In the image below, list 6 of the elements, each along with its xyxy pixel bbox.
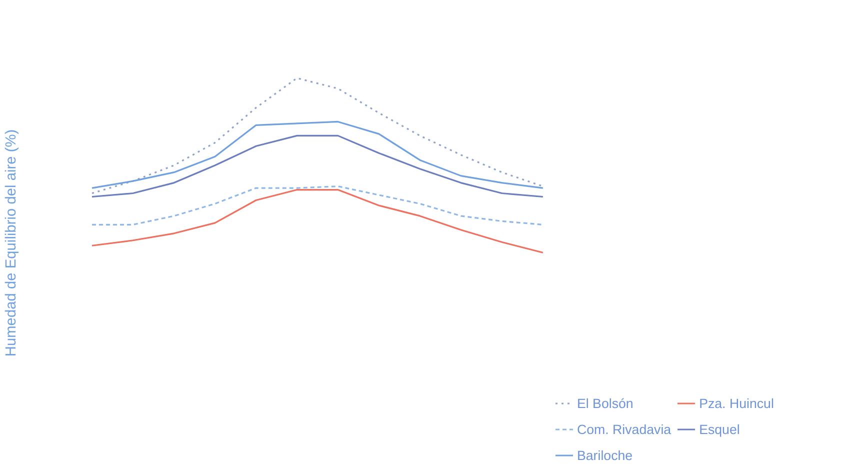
legend-label: El Bolsón: [577, 396, 634, 410]
legend-label: Bariloche: [577, 448, 633, 462]
legend-label: Pza. Huincul: [699, 396, 774, 410]
legend-label: Esquel: [699, 422, 740, 436]
legend-label: Com. Rivadavia: [577, 422, 672, 436]
y-axis-title: Humedad de Equilibrio del aire (%): [4, 129, 20, 357]
